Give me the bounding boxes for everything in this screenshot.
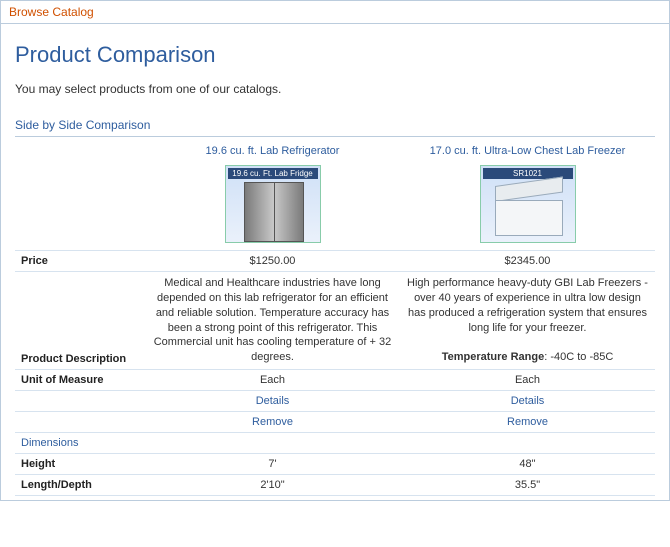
row-label-uom: Unit of Measure: [15, 370, 145, 391]
product-description: High performance heavy-duty GBI Lab Free…: [400, 272, 655, 370]
length-depth-value: 2'10": [145, 475, 400, 496]
details-link[interactable]: Details: [256, 395, 290, 407]
section-title-dimensions: Dimensions: [15, 433, 655, 454]
content-area: Product Comparison You may select produc…: [1, 24, 669, 500]
browse-bar: Browse Catalog: [1, 1, 669, 24]
price-value: $2345.00: [400, 251, 655, 272]
section-title-comparison: Side by Side Comparison: [15, 118, 655, 137]
length-depth-value: 35.5": [400, 475, 655, 496]
product-thumbnail[interactable]: 19.6 cu. Ft. Lab Fridge: [225, 165, 321, 243]
price-value: $1250.00: [145, 251, 400, 272]
comparison-table: 19.6 cu. ft. Lab Refrigerator 17.0 cu. f…: [15, 141, 655, 496]
product-thumbnail[interactable]: SR1021: [480, 165, 576, 243]
remove-link[interactable]: Remove: [507, 416, 548, 428]
product-name-link[interactable]: 19.6 cu. ft. Lab Refrigerator: [145, 141, 400, 161]
thumbnail-caption: 19.6 cu. Ft. Lab Fridge: [228, 168, 318, 179]
remove-link[interactable]: Remove: [252, 416, 293, 428]
row-label-empty: [15, 412, 145, 433]
height-value: 48": [400, 454, 655, 475]
page-title: Product Comparison: [15, 42, 655, 68]
uom-value: Each: [400, 370, 655, 391]
page-wrapper: Browse Catalog Product Comparison You ma…: [0, 0, 670, 501]
row-label-price: Price: [15, 251, 145, 272]
row-label-description: Product Description: [15, 272, 145, 370]
browse-catalog-link[interactable]: Browse Catalog: [9, 5, 94, 19]
height-value: 7': [145, 454, 400, 475]
freezer-lid-icon: [495, 176, 563, 202]
product-name-link[interactable]: 17.0 cu. ft. Ultra-Low Chest Lab Freezer: [400, 141, 655, 161]
row-label-length-depth: Length/Depth: [15, 475, 145, 496]
product-description: Medical and Healthcare industries have l…: [145, 272, 400, 370]
row-label-empty: [15, 391, 145, 412]
freezer-body-icon: [495, 200, 563, 236]
fridge-icon: [244, 182, 304, 242]
intro-text: You may select products from one of our …: [15, 82, 655, 96]
row-label-height: Height: [15, 454, 145, 475]
details-link[interactable]: Details: [511, 395, 545, 407]
uom-value: Each: [145, 370, 400, 391]
